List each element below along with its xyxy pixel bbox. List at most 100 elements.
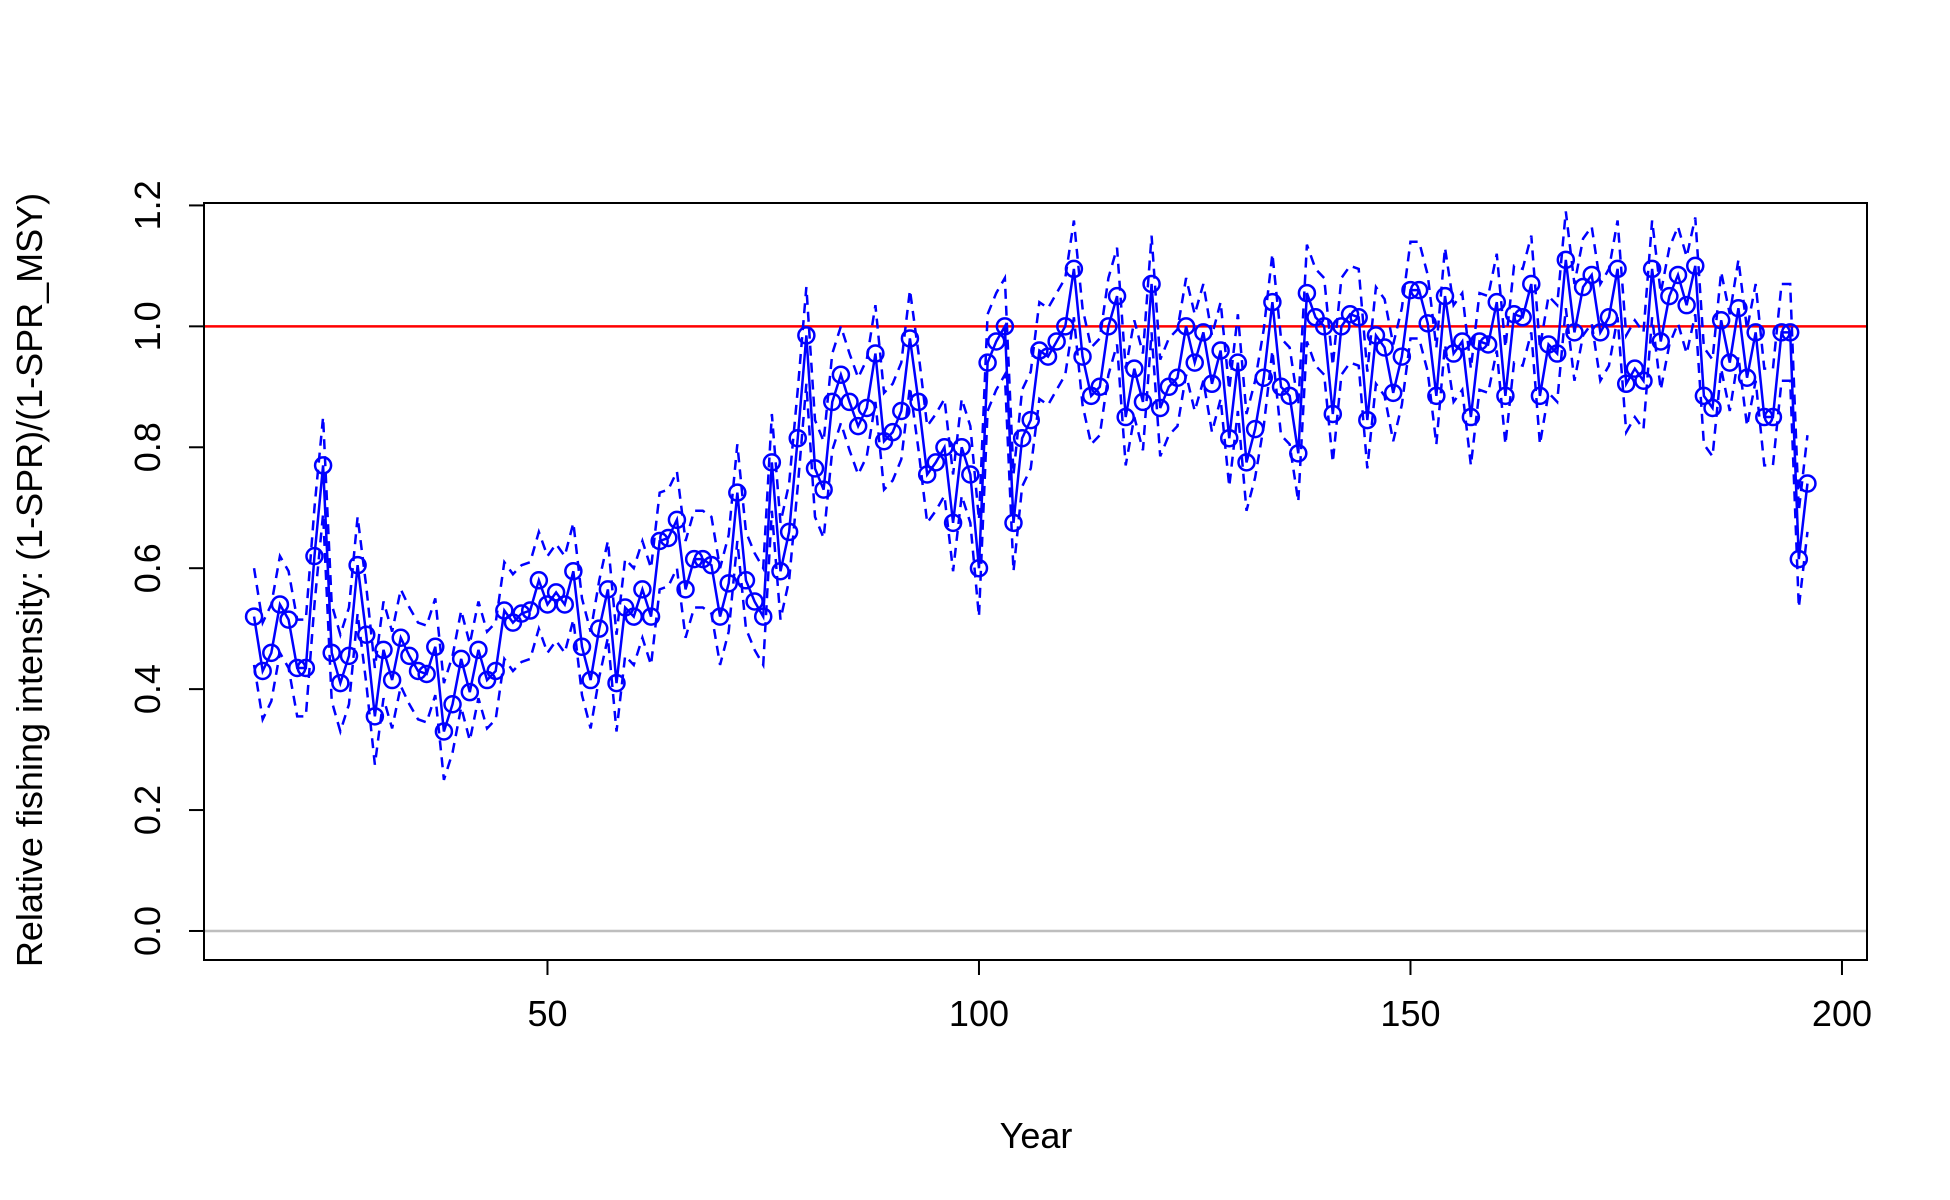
point [1125,359,1144,378]
point [590,619,609,638]
point [1530,386,1550,406]
point [710,607,730,626]
y-tick-label: 0.8 [127,422,168,472]
point [1746,323,1765,342]
point [564,561,583,581]
point [1004,513,1023,533]
point [909,392,928,412]
point [1660,286,1679,306]
point [926,453,946,472]
y-tick-label: 1.0 [127,301,168,351]
point [1401,280,1420,300]
point [935,438,954,457]
point [1219,428,1239,448]
x-tick-label: 200 [1812,993,1872,1034]
point [1133,392,1153,412]
point [546,583,566,602]
point [900,329,920,348]
point [1314,317,1334,336]
point [262,643,281,663]
point [1340,305,1360,324]
point [848,416,868,436]
point [365,707,385,726]
point [1642,259,1662,279]
point [460,682,480,702]
point [745,592,764,611]
point [408,661,428,681]
point [1729,298,1748,318]
point [313,456,333,475]
plot-frame [203,202,1868,961]
point [728,483,747,502]
point [1254,368,1274,387]
point [1763,407,1783,427]
point [1573,277,1593,297]
point [917,465,937,484]
point [1047,332,1066,351]
y-tick-label: 0.0 [127,906,168,956]
point [486,661,505,681]
point [659,528,678,548]
point [1616,374,1636,394]
point [279,610,298,629]
point [1349,308,1368,327]
point [1608,259,1627,279]
point [995,317,1015,336]
point [684,549,704,569]
point [969,558,989,578]
series-line [252,259,1809,732]
point [1090,377,1110,397]
point [1461,407,1481,427]
point [538,595,557,614]
point [572,637,592,657]
point [736,571,756,590]
point [382,670,402,690]
point [1237,453,1256,472]
point [788,428,807,448]
point [892,401,911,421]
x-tick-label: 100 [949,993,1009,1034]
point [943,513,963,533]
y-tick-label: 0.4 [127,664,168,714]
point [1634,371,1653,391]
point [1789,549,1809,569]
point [753,607,773,626]
point [1073,347,1092,366]
point [840,392,859,412]
point [1513,308,1532,327]
point [469,640,488,660]
point [1142,274,1161,294]
point [348,555,367,575]
point [831,365,851,384]
point [986,332,1006,351]
point [1107,286,1127,306]
point [417,664,436,684]
point [1651,332,1670,351]
point [598,580,618,599]
point [814,480,833,499]
point [1686,256,1705,276]
point [495,601,514,620]
point [797,326,816,345]
point [1383,383,1403,403]
point [762,453,782,472]
point [978,353,997,372]
point [1297,283,1317,303]
point [702,555,721,575]
point [952,438,971,457]
point [296,658,316,678]
point [857,398,877,418]
point [1625,359,1645,378]
point [676,580,695,599]
point [1582,265,1601,285]
point [1444,344,1463,363]
point [529,571,549,590]
point [1504,305,1524,324]
y-tick-label: 1.2 [127,180,168,230]
y-tick-label: 0.6 [127,543,168,593]
point [1547,344,1567,363]
point [1012,428,1032,448]
point [1668,265,1688,285]
point [1289,444,1308,463]
